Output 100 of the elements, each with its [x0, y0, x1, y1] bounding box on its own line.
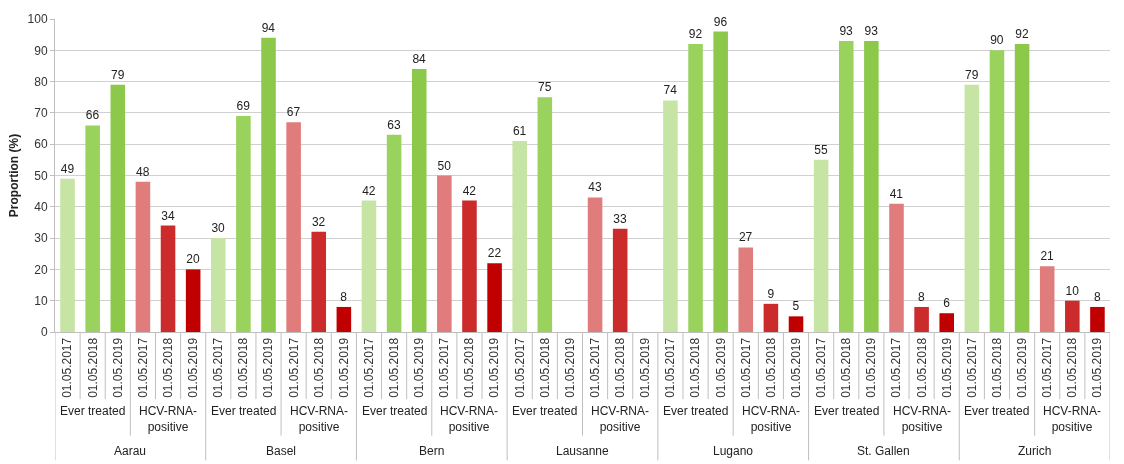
- data-label: 41: [889, 186, 904, 201]
- data-label: 79: [110, 67, 125, 82]
- x-tick-label: 01.05.2018: [613, 337, 628, 398]
- data-label: 75: [537, 80, 552, 95]
- text: Ever treated: [663, 404, 729, 418]
- data-label: 55: [814, 142, 828, 157]
- data-label: 69: [236, 99, 251, 114]
- y-tick-label: 0: [40, 325, 48, 340]
- data-label: 22: [487, 246, 502, 261]
- bar: [939, 313, 955, 332]
- data-label: 92: [688, 27, 703, 42]
- data-label: 92: [1015, 27, 1029, 42]
- x-tick-label: 01.05.2017: [286, 337, 301, 398]
- y-tick-label: 50: [34, 168, 48, 183]
- data-label: 93: [864, 23, 879, 38]
- x-tick-label: 01.05.2019: [638, 337, 653, 398]
- x-tick-label: 01.05.2019: [939, 337, 954, 398]
- x-tick-label: 01.05.2019: [1014, 337, 1029, 398]
- x-tick-label: 01.05.2017: [512, 337, 527, 398]
- y-tick-label: 80: [34, 74, 48, 89]
- y-tick-label: 70: [34, 106, 48, 121]
- y-tick-label: 30: [34, 231, 48, 246]
- data-label: 10: [1065, 283, 1080, 298]
- data-label: 96: [713, 14, 728, 29]
- bar: [587, 197, 603, 332]
- data-label: 93: [839, 23, 854, 38]
- x-tick-label: 01.05.2019: [1090, 337, 1105, 398]
- text: Ever treated: [964, 404, 1030, 418]
- bar: [210, 238, 226, 332]
- x-tick-label: 01.05.2017: [889, 337, 904, 398]
- x-tick-label: 01.05.2019: [788, 337, 803, 398]
- data-label: 42: [462, 183, 477, 198]
- x-tick-label: 01.05.2018: [989, 337, 1004, 398]
- bar: [964, 84, 980, 332]
- bar: [261, 37, 276, 332]
- x-tick-label: 01.05.2018: [914, 337, 929, 398]
- text: Bern: [419, 444, 445, 458]
- data-label: 8: [918, 289, 926, 304]
- x-tick-label: 01.05.2019: [864, 337, 879, 398]
- bar: [386, 134, 402, 332]
- text: HCV-RNA-positive: [591, 404, 650, 434]
- y-tick-label: 20: [34, 262, 48, 277]
- text: Lausanne: [556, 444, 610, 458]
- x-tick-label: 01.05.2018: [160, 337, 175, 398]
- data-label: 63: [387, 117, 401, 132]
- text: St. Gallen: [857, 444, 910, 458]
- bar: [763, 303, 779, 332]
- x-tick-label: 01.05.2018: [387, 337, 402, 398]
- x-tick-label: 01.05.2017: [964, 337, 979, 398]
- data-label: 6: [943, 296, 951, 311]
- bar: [286, 122, 301, 332]
- x-tick-label: 01.05.2019: [412, 337, 427, 398]
- data-label: 94: [261, 20, 276, 35]
- x-tick-label: 01.05.2017: [738, 337, 753, 398]
- data-label: 61: [512, 124, 527, 139]
- data-label: 5: [792, 299, 800, 314]
- data-label: 50: [437, 158, 452, 173]
- bar: [1039, 266, 1055, 332]
- x-tick-label: 01.05.2018: [311, 337, 326, 398]
- text: HCV-RNA-positive: [290, 404, 349, 434]
- x-tick-label: 01.05.2017: [663, 337, 678, 398]
- data-label: 49: [60, 161, 75, 176]
- x-tick-label: 01.05.2019: [336, 337, 351, 398]
- bar: [838, 40, 854, 332]
- x-tick-label: 01.05.2019: [186, 337, 201, 398]
- data-label: 8: [340, 289, 348, 304]
- data-label: 66: [85, 108, 100, 123]
- x-tick-label: 01.05.2019: [110, 337, 125, 398]
- bar: [160, 225, 176, 332]
- bar: [185, 269, 201, 332]
- y-tick-label: 60: [34, 137, 48, 152]
- bar: [663, 100, 678, 332]
- text: Ever treated: [512, 404, 578, 418]
- data-label: 33: [613, 211, 628, 226]
- data-label: 8: [1093, 289, 1101, 304]
- text: HCV-RNA-positive: [139, 404, 198, 434]
- data-label: 74: [663, 83, 678, 98]
- bar: [411, 69, 427, 332]
- bar: [487, 263, 502, 332]
- text: Aarau: [114, 444, 147, 458]
- bar: [336, 306, 352, 332]
- bar: [1090, 306, 1105, 332]
- x-tick-label: 01.05.2018: [763, 337, 778, 398]
- data-label: 43: [588, 180, 602, 195]
- x-tick-label: 01.05.2018: [1065, 337, 1080, 398]
- data-label: 79: [965, 67, 979, 82]
- bar: [1065, 300, 1080, 332]
- bar: [537, 97, 553, 332]
- x-tick-label: 01.05.2019: [562, 337, 577, 398]
- data-label: 32: [311, 214, 326, 229]
- bar: [85, 125, 100, 332]
- x-tick-label: 01.05.2017: [587, 337, 602, 398]
- data-label: 90: [990, 33, 1004, 48]
- x-tick-label: 01.05.2019: [487, 337, 502, 398]
- data-label: 30: [211, 221, 226, 236]
- text: Lugano: [713, 444, 754, 458]
- bar: [236, 116, 251, 332]
- data-label: 9: [767, 286, 775, 301]
- data-label: 48: [136, 164, 150, 179]
- bar: [60, 178, 75, 332]
